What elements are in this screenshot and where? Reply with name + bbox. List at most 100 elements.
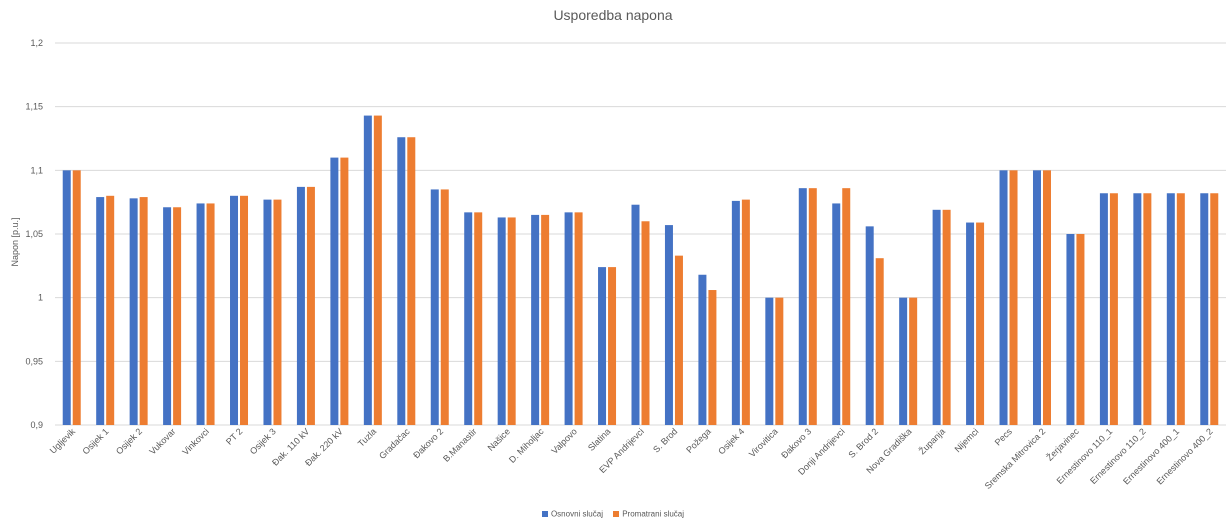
bar-series1 <box>999 170 1008 425</box>
legend-swatch-series1 <box>541 510 548 517</box>
x-tick-label: Tuzla <box>356 426 378 448</box>
legend: Osnovni slučaj Promatrani slučaj <box>0 509 1226 518</box>
bar-series2 <box>440 189 449 425</box>
x-tick-label: Vinkovci <box>180 426 211 457</box>
legend-swatch-series2 <box>613 510 620 517</box>
bar-series2 <box>1076 234 1085 425</box>
bar-series2 <box>741 199 750 425</box>
x-tick-label: Osijek 1 <box>81 426 111 456</box>
x-tick-label: Gradačac <box>377 426 412 461</box>
bar-series1 <box>96 197 105 425</box>
x-tick-label: Ernestinovo 400_1 <box>1121 426 1181 486</box>
x-tick-label: Požega <box>684 426 713 455</box>
bar-series1 <box>564 212 573 425</box>
x-tick-label: Pecs <box>993 426 1015 448</box>
bar-series2 <box>1109 193 1118 425</box>
x-tick-label: Đakovo 2 <box>411 426 445 460</box>
bar-series1 <box>1066 234 1075 425</box>
x-tick-label: Đakovo 3 <box>779 426 813 460</box>
bar-series1 <box>397 137 406 425</box>
bar-series2 <box>106 195 115 425</box>
y-tick-label: 0,9 <box>30 420 43 430</box>
bar-series2 <box>641 221 650 425</box>
bar-series2 <box>1143 193 1152 425</box>
bar-series1 <box>230 195 239 425</box>
bar-series2 <box>507 217 516 425</box>
bar-series1 <box>430 189 439 425</box>
bar-series1 <box>62 170 71 425</box>
bar-series1 <box>631 204 640 425</box>
bar-series1 <box>664 225 673 425</box>
x-tick-label: Osijek 2 <box>114 426 144 456</box>
legend-label-series1: Osnovni slučaj <box>550 509 603 519</box>
y-tick-label: 1,1 <box>30 165 43 175</box>
bar-series1 <box>1200 193 1209 425</box>
x-tick-label: S. Brod 2 <box>847 426 881 460</box>
bar-series1 <box>363 115 372 425</box>
bar-series1 <box>798 188 807 425</box>
chart-title: Usporedba napona <box>553 7 673 23</box>
bar-series1 <box>932 209 941 425</box>
bar-series2 <box>608 267 617 425</box>
bar-series2 <box>340 157 349 425</box>
legend-label-series2: Promatrani slučaj <box>622 509 685 519</box>
bar-series2 <box>808 188 817 425</box>
bar-series1 <box>464 212 473 425</box>
bar-series2 <box>942 209 951 425</box>
x-tick-label: Nijemci <box>953 426 981 454</box>
bar-series1 <box>1032 170 1041 425</box>
bar-series1 <box>531 214 540 425</box>
bar-series2 <box>775 297 784 425</box>
bar-series1 <box>1133 193 1142 425</box>
x-tick-label: Ugljevik <box>48 426 78 456</box>
bar-series2 <box>1009 170 1018 425</box>
y-tick-label: 1,05 <box>25 229 43 239</box>
x-tick-label: PT 2 <box>224 426 244 446</box>
x-tick-label: Valpovo <box>549 426 579 456</box>
bar-series2 <box>976 222 985 425</box>
bar-series1 <box>598 267 607 425</box>
bar-series1 <box>1166 193 1175 425</box>
bar-series1 <box>129 198 138 425</box>
bar-series2 <box>240 195 249 425</box>
bar-series2 <box>708 290 717 425</box>
bar-series1 <box>497 217 506 425</box>
bar-series1 <box>966 222 975 425</box>
bar-series1 <box>731 200 740 425</box>
bar-series1 <box>330 157 339 425</box>
x-tick-label: Županja <box>917 426 947 456</box>
x-tick-label: Osijek 4 <box>716 426 746 456</box>
bar-series2 <box>875 258 884 425</box>
bar-series1 <box>698 274 707 425</box>
bar-series2 <box>674 255 683 425</box>
bar-series1 <box>832 203 841 425</box>
x-tick-label: Vukovar <box>147 426 177 456</box>
legend-item-series2: Promatrani slučaj <box>613 509 684 518</box>
bar-series1 <box>296 186 305 425</box>
bar-series2 <box>407 137 416 425</box>
bar-series1 <box>163 207 172 425</box>
bar-series2 <box>1042 170 1051 425</box>
bar-series2 <box>273 199 282 425</box>
bar-series2 <box>206 203 215 425</box>
bar-series2 <box>373 115 382 425</box>
y-tick-label: 1,2 <box>30 38 43 48</box>
bar-series2 <box>139 197 148 425</box>
x-tick-label: Ernestinovo 400_2 <box>1155 426 1215 486</box>
bar-series2 <box>574 212 583 425</box>
bar-series2 <box>306 186 315 425</box>
bar-series1 <box>765 297 774 425</box>
x-tick-label: Sremska Mitrovica 2 <box>983 426 1048 491</box>
bar-series2 <box>72 170 81 425</box>
bar-series2 <box>842 188 851 425</box>
bar-series2 <box>1210 193 1219 425</box>
legend-item-series1: Osnovni slučaj <box>541 509 603 519</box>
x-tick-label: B.Manastir <box>441 426 478 463</box>
x-tick-label: D. Miholjac <box>507 426 546 465</box>
x-tick-label: Virovitica <box>747 426 780 459</box>
x-tick-label: Slatina <box>586 426 613 453</box>
x-tick-label: Osijek 3 <box>248 426 278 456</box>
x-tick-label: Našice <box>486 426 513 453</box>
